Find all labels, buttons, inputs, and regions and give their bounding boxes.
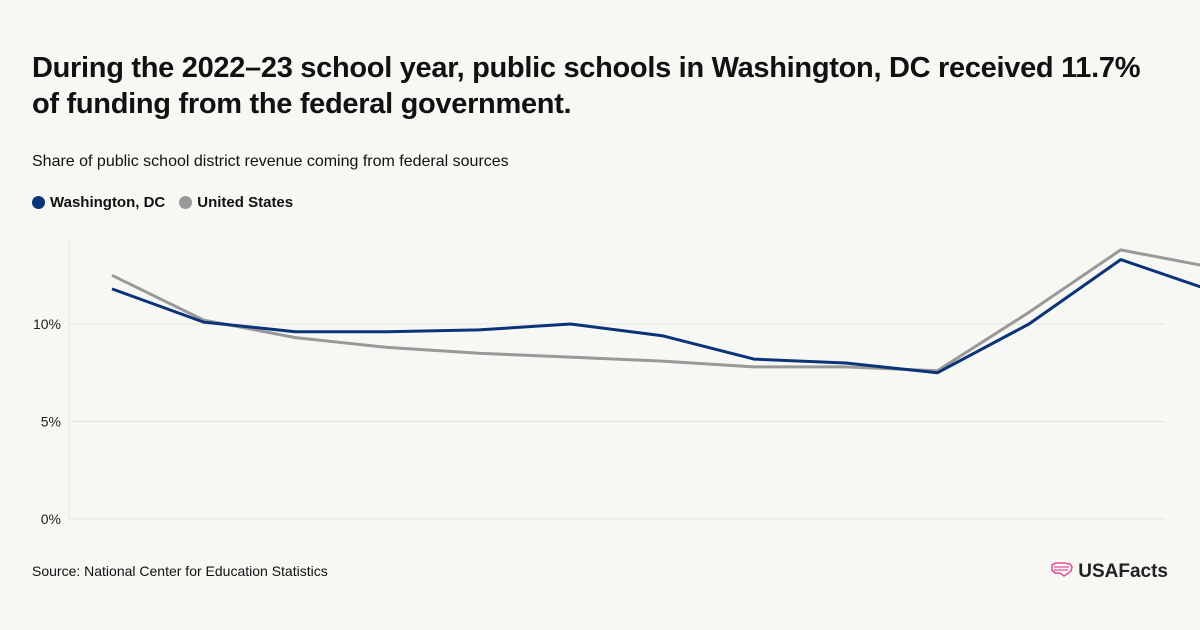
series-layer — [111, 248, 1200, 375]
series-line-dc — [111, 258, 1200, 375]
y-tick-label: 0% — [41, 511, 61, 527]
series-line-us — [111, 248, 1200, 373]
us-map-icon — [1050, 560, 1074, 584]
legend-item-us: United States — [179, 194, 293, 211]
chart-legend: Washington, DC United States — [32, 194, 307, 211]
legend-dot-us — [179, 196, 193, 209]
y-axis-labels: 0% 5% 10% — [33, 316, 61, 527]
legend-label-us: United States — [197, 194, 294, 211]
chart-title: During the 2022–23 school year, public s… — [32, 52, 1141, 120]
y-tick-label: 10% — [33, 316, 61, 332]
chart-subtitle: Share of public school district revenue … — [32, 153, 509, 170]
legend-item-dc: Washington, DC — [32, 194, 165, 211]
legend-label-dc: Washington, DC — [50, 194, 166, 211]
legend-dot-dc — [32, 196, 45, 209]
brand-logo: USAFacts — [1050, 560, 1168, 584]
brand-name: USAFacts — [1078, 561, 1168, 582]
grid-layer — [68, 238, 1165, 520]
source-note: Source: National Center for Education St… — [32, 563, 328, 579]
y-tick-label: 5% — [41, 414, 61, 430]
